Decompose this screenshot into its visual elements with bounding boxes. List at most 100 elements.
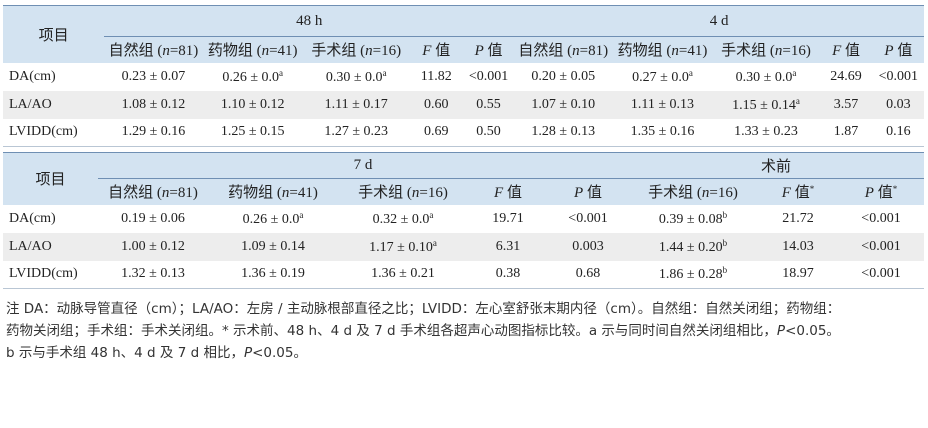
- row-label: LA/AO: [9, 238, 52, 254]
- column-header: 药物组 (n=41): [207, 43, 298, 60]
- column-header: 自然组 (n=81): [518, 43, 609, 60]
- superscript: a: [299, 209, 304, 220]
- data-cell: 24.69: [830, 68, 862, 84]
- data-cell: 1.00 ± 0.12: [121, 238, 185, 254]
- cell-text: F 值: [781, 185, 810, 202]
- body: DA(cm) 0.23 ± 0.07 0.26 ± 0.0a 0.30 ± 0.0a 1…: [3, 63, 924, 147]
- data-cell: 3.57: [833, 96, 859, 112]
- note: 注 DA：动脉导管直径（cm）；LA/AO：左房 / 主动脉根部直径之比；LVI…: [6, 298, 924, 364]
- data-cell: 1.28 ± 0.13: [514, 118, 613, 147]
- column-header: F 值: [494, 185, 522, 202]
- data-cell: 0.38: [468, 260, 548, 289]
- data-cell: 1.10 ± 0.12: [220, 96, 285, 112]
- column-header: P 值: [884, 43, 913, 60]
- data-cell: 19.71: [492, 210, 524, 226]
- data-cell: 1.33 ± 0.23: [712, 118, 820, 147]
- superscript: a: [792, 67, 797, 78]
- data-row: LVIDD(cm) 1.32 ± 0.13 1.36 ± 0.19 1.36 ± 0.…: [3, 260, 925, 289]
- row-header: 项目: [3, 152, 98, 205]
- data-cell: 0.39 ± 0.08b: [628, 205, 758, 233]
- superscript: a: [279, 67, 284, 78]
- column-header: F 值: [832, 43, 860, 60]
- cell-text: 0.30 ± 0.0: [735, 69, 793, 85]
- data-cell: 0.16: [872, 118, 924, 147]
- note-line: 注 DA：动脉导管直径（cm）；LA/AO：左房 / 主动脉根部直径之比；LVI…: [6, 301, 841, 317]
- data-row: LVIDD(cm) 1.29 ± 0.16 1.25 ± 0.15 1.27 ± 0.…: [3, 118, 924, 147]
- data-cell: 1.35 ± 0.16: [612, 118, 713, 147]
- data-cell: 0.50: [462, 118, 515, 147]
- data-cell: 1.36 ± 0.21: [338, 260, 468, 289]
- cell-text: 0.26 ± 0.0: [222, 69, 280, 85]
- data-cell: 11.82: [420, 68, 452, 84]
- row-label: LA/AO: [9, 96, 52, 112]
- data-cell: 0.20 ± 0.05: [531, 68, 596, 84]
- superscript: a: [795, 95, 800, 106]
- column-header: P 值: [474, 43, 503, 60]
- row-label: LVIDD(cm): [3, 260, 98, 289]
- data-cell: 1.29 ± 0.16: [104, 118, 203, 147]
- data-cell: 18.97: [758, 260, 838, 289]
- data-cell: 0.27 ± 0.0a: [612, 63, 712, 91]
- data-row: LA/AO 1.00 ± 0.12 1.09 ± 0.14 1.17 ± 0.10a 6…: [3, 232, 925, 261]
- data-cell: 1.36 ± 0.19: [208, 260, 338, 289]
- column-header: P 值: [574, 185, 602, 202]
- data-cell: 0.32 ± 0.0a: [338, 205, 468, 233]
- cell-text: 1.17 ± 0.10: [369, 239, 433, 255]
- data-cell: 1.87: [819, 118, 873, 147]
- data-row: DA(cm) 0.19 ± 0.06 0.26 ± 0.0a 0.32 ± 0.0a 1…: [3, 205, 924, 233]
- group-header: 7 d: [98, 152, 628, 179]
- data-cell: 1.86 ± 0.28b: [628, 260, 758, 289]
- column-header: F 值*: [758, 179, 838, 205]
- data-cell: 1.08 ± 0.12: [121, 96, 186, 112]
- data-cell: 6.31: [495, 238, 521, 254]
- group-header: 术前: [628, 152, 925, 179]
- superscript: a: [688, 67, 693, 78]
- column-header: 药物组 (n=41): [617, 43, 708, 60]
- cell-text: 0.32 ± 0.0: [372, 211, 430, 227]
- data-cell: 0.26 ± 0.0a: [208, 205, 338, 233]
- data-cell: <0.001: [861, 238, 901, 254]
- column-header: 手术组 (n=16): [721, 43, 811, 60]
- data-cell: 1.44 ± 0.20b: [628, 233, 758, 261]
- cell-text: 1.44 ± 0.20: [658, 239, 723, 255]
- data-cell: 0.68: [548, 260, 628, 289]
- superscript: b: [722, 265, 728, 276]
- data-cell: 0.23 ± 0.07: [121, 68, 186, 84]
- column-header: 自然组 (n=81): [108, 185, 198, 202]
- data-cell: <0.001: [861, 210, 901, 226]
- data-cell: <0.001: [878, 68, 919, 84]
- column-header: 自然组 (n=81): [108, 43, 199, 60]
- cell-text: 0.27 ± 0.0: [632, 69, 689, 85]
- data-cell: 0.19 ± 0.06: [121, 210, 185, 226]
- data-cell: 1.27 ± 0.23: [302, 118, 410, 147]
- data-cell: <0.001: [568, 210, 608, 226]
- column-header: 手术组 (n=16): [358, 185, 448, 202]
- cell-text: 0.26 ± 0.0: [242, 211, 300, 227]
- note-line: 药物关闭组；手术组：手术关闭组。* 示术前、48 h、4 d 及 7 d 手术组…: [6, 323, 840, 339]
- superscript: a: [382, 67, 387, 78]
- data-cell: 0.30 ± 0.0a: [713, 63, 820, 91]
- data-cell: 0.26 ± 0.0a: [203, 63, 303, 91]
- data-cell: 14.03: [782, 238, 814, 254]
- data-cell: 21.72: [782, 210, 814, 226]
- superscript: *: [809, 184, 815, 195]
- header-row: 自然组 (n=81) 药物组 (n=41) 手术组 (n=16) F 值 P 值 手术组 …: [3, 179, 924, 205]
- superscript: a: [429, 209, 434, 220]
- group-header: 4 d: [514, 5, 924, 37]
- note-line: b 示与手术组 48 h、4 d 及 7 d 相比，P<0.05。: [6, 345, 307, 361]
- data-cell: <0.001: [468, 68, 509, 84]
- data-cell: 1.25 ± 0.15: [202, 118, 303, 147]
- data-cell: 1.17 ± 0.10a: [338, 233, 468, 261]
- data-cell: <0.001: [838, 260, 925, 289]
- table-7d-preop: 项目 7 d 术前自然组 (n=81) 药物组 (n=41) 手术组 (n=16) F 值…: [3, 152, 925, 289]
- data-cell: 0.55: [476, 96, 501, 112]
- column-header: 手术组 (n=16): [648, 185, 738, 202]
- column-header: 药物组 (n=41): [228, 185, 318, 202]
- data-cell: 0.03: [886, 96, 911, 112]
- data-cell: 1.11 ± 0.17: [324, 96, 388, 112]
